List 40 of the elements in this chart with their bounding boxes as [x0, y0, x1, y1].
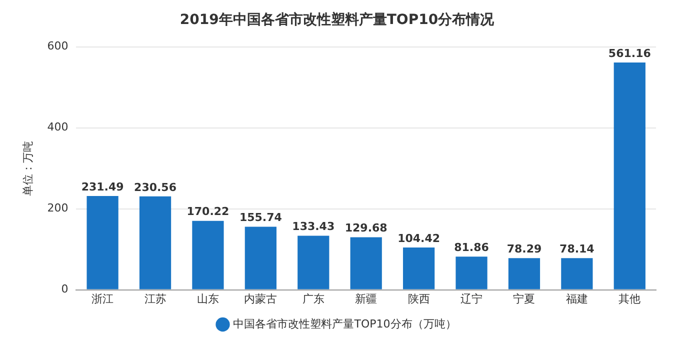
bar	[139, 196, 172, 290]
bar	[298, 236, 330, 290]
x-tick-label: 陕西	[408, 292, 430, 306]
data-label: 81.86	[454, 241, 490, 254]
data-label: 230.56	[134, 180, 177, 194]
bar	[350, 237, 382, 290]
data-label: 561.16	[608, 46, 652, 60]
data-label: 170.22	[186, 205, 230, 218]
x-tick-label: 内蒙古	[244, 292, 278, 306]
bar	[86, 196, 118, 290]
x-tick-label: 辽宁	[460, 292, 483, 306]
data-label: 104.42	[398, 232, 440, 245]
y-tick-label: 400	[47, 120, 68, 134]
y-tick-label: 0	[61, 282, 68, 296]
y-axis-title: 单位：万吨	[21, 140, 34, 196]
y-tick-label: 200	[47, 202, 68, 215]
data-label: 78.14	[560, 242, 595, 256]
x-tick-label: 新疆	[355, 292, 378, 306]
x-tick-label: 其他	[618, 292, 641, 306]
data-label: 129.68	[344, 222, 388, 235]
x-tick-label: 江苏	[144, 292, 166, 306]
bar	[244, 226, 276, 290]
x-tick-label: 广东	[302, 292, 324, 306]
bar	[192, 220, 224, 290]
x-tick-label: 浙江	[92, 292, 114, 306]
bar	[402, 248, 435, 290]
bar	[456, 256, 488, 290]
chart-title: 2019年中国各省市改性塑料产量TOP10分布情况	[180, 11, 496, 28]
data-label: 78.29	[506, 242, 542, 256]
bar	[561, 258, 593, 290]
legend-label: 中国各省市改性塑料产量TOP10分布（万吨）	[233, 317, 456, 330]
x-tick-label: 福建	[566, 292, 588, 306]
x-tick-label: 宁夏	[513, 292, 536, 306]
y-tick-label: 600	[47, 40, 68, 53]
data-label: 231.49	[81, 180, 124, 194]
data-label: 133.43	[292, 220, 335, 234]
x-tick-label: 山东	[196, 292, 219, 306]
data-label: 155.74	[239, 211, 282, 224]
bar	[614, 62, 646, 290]
bar	[508, 258, 540, 290]
